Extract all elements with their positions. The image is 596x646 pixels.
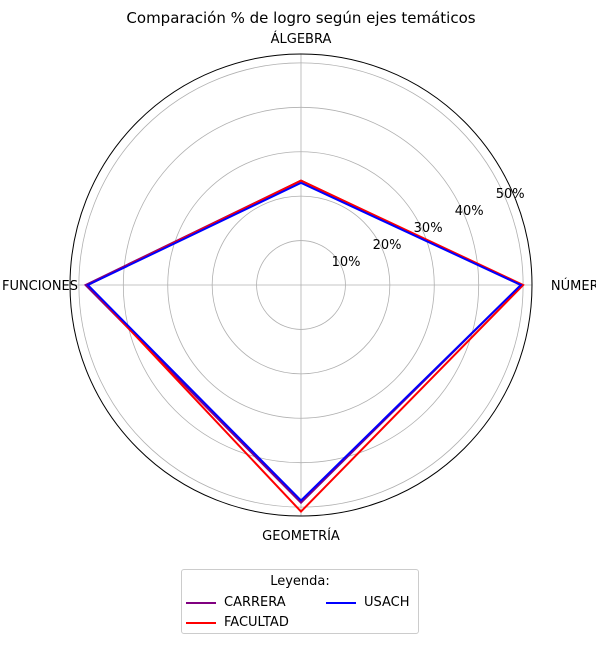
axis-label-0: NÚMEROS [551,278,596,294]
series-layer [83,179,525,514]
legend-item-facultad: FACULTAD [186,615,289,630]
legend: Leyenda: CARRERA USACH FACULTAD [181,569,419,634]
axis-label-3: GEOMETRÍA [262,528,340,544]
axis-label-1: ÁLGEBRA [271,31,332,47]
radial-tick-label-2: 30% [414,221,443,236]
legend-item-carrera: CARRERA [186,595,286,610]
legend-swatch-usach [326,601,356,604]
radial-tick-label-1: 20% [373,238,402,253]
series-line-usach [86,181,523,502]
legend-label-usach: USACH [364,595,410,610]
legend-title: Leyenda: [270,574,330,589]
series-line-carrera [83,179,523,505]
radial-gridline-2 [167,151,435,419]
legend-label-facultad: FACULTAD [224,615,289,630]
grid-layer [69,53,533,517]
legend-item-usach: USACH [326,595,410,610]
label-layer: 10% 20% 30% 40% 50% NÚMEROS ÁLGEBRA FUNCIONES GE… [2,31,596,544]
legend-label-carrera: CARRERA [224,595,286,610]
legend-swatch-carrera [186,601,216,604]
radial-tick-label-4: 50% [496,187,525,202]
radial-gridline-1 [211,195,391,375]
radial-gridline-3 [122,106,480,464]
legend-swatch-facultad [186,621,216,624]
polar-frame [69,53,533,517]
radial-gridline-0 [256,240,346,330]
radial-tick-label-3: 40% [455,204,484,219]
chart-title: Comparación % de logro según ejes temáti… [126,9,475,27]
axis-label-2: FUNCIONES [2,279,78,294]
radial-tick-label-0: 10% [332,255,361,270]
